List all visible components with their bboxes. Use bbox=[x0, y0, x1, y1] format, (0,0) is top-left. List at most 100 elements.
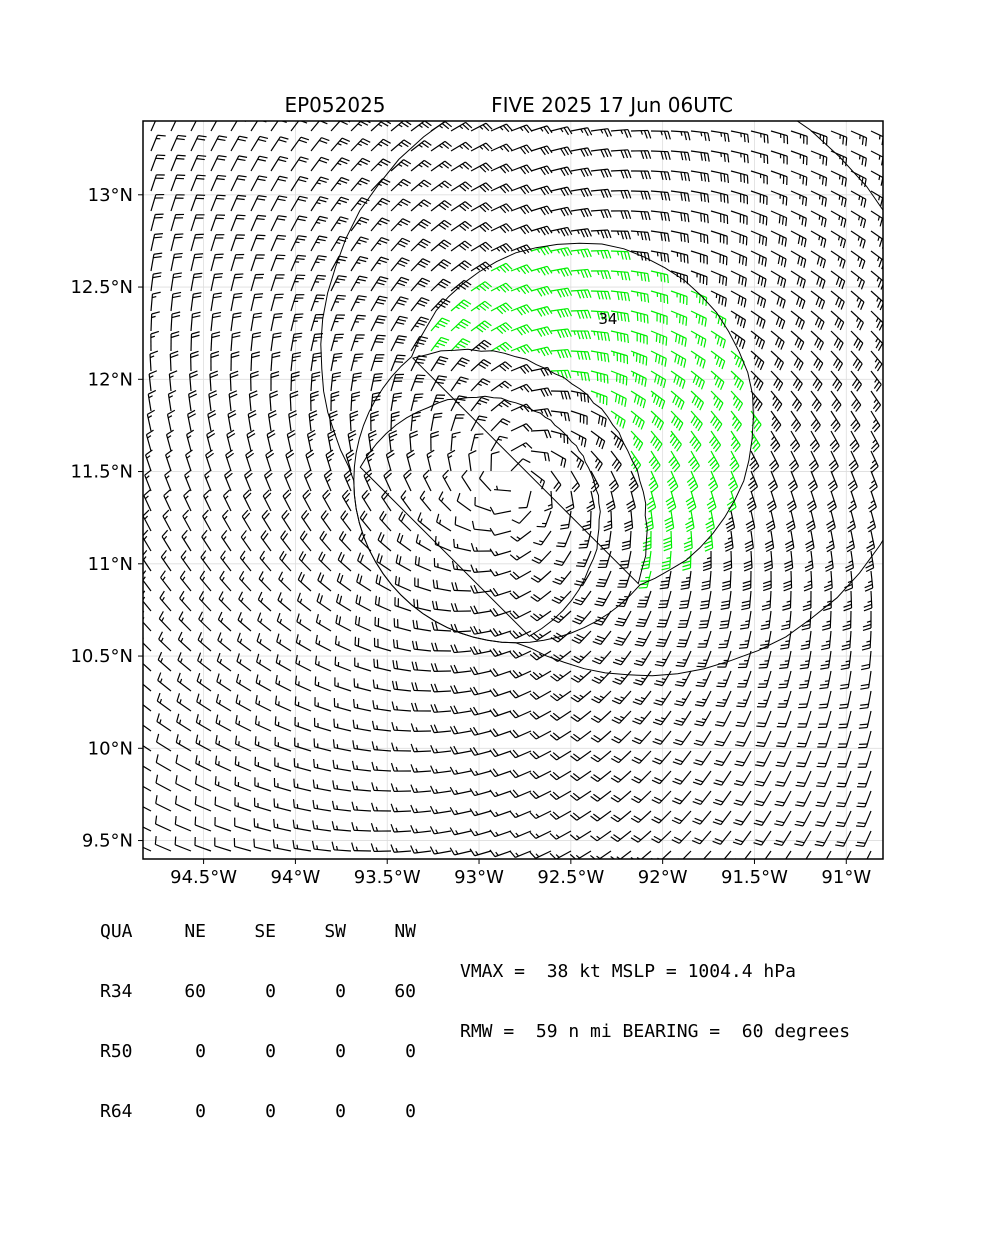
wind-barb bbox=[313, 800, 331, 811]
wind-barb bbox=[211, 156, 227, 171]
wind-barb bbox=[431, 220, 451, 231]
wind-barb bbox=[571, 168, 592, 177]
wind-barb bbox=[551, 248, 572, 257]
wind-barb bbox=[611, 431, 624, 450]
wind-barb bbox=[611, 771, 631, 782]
wind-barb bbox=[235, 797, 251, 811]
wind-barb bbox=[631, 231, 650, 241]
wind-barb bbox=[811, 271, 825, 289]
wind-barb bbox=[351, 139, 370, 151]
wind-barb bbox=[271, 372, 279, 391]
wind-barb bbox=[202, 530, 211, 551]
wind-barb bbox=[631, 130, 651, 138]
wind-barb bbox=[691, 191, 709, 203]
wind-barb bbox=[695, 691, 711, 706]
wind-barb bbox=[511, 364, 532, 373]
wind-barb bbox=[570, 771, 591, 781]
wind-barb bbox=[391, 374, 404, 391]
wind-barb bbox=[579, 531, 591, 548]
wind-barb bbox=[210, 371, 218, 391]
wind-barb bbox=[794, 831, 811, 846]
wind-barb bbox=[701, 571, 711, 590]
wind-barb bbox=[391, 199, 410, 211]
wind-barb bbox=[771, 331, 784, 350]
wind-barb bbox=[271, 313, 283, 331]
wind-barb bbox=[651, 251, 669, 262]
wind-barb bbox=[711, 331, 725, 348]
chart-title-storm-time: FIVE 2025 17 Jun 06UTC bbox=[491, 93, 733, 117]
wind-barb bbox=[510, 591, 531, 599]
wind-barb bbox=[600, 531, 611, 549]
wind-radii-header: QUA NE SE SW NW bbox=[100, 922, 143, 942]
wind-barb bbox=[490, 648, 511, 656]
wind-barb bbox=[672, 851, 691, 863]
wind-barb bbox=[411, 764, 431, 772]
value-ne: 0 bbox=[160, 1102, 206, 1122]
wind-barb bbox=[431, 260, 451, 271]
wind-barb bbox=[797, 711, 811, 727]
wind-barb bbox=[413, 620, 431, 631]
wind-barb bbox=[735, 731, 751, 746]
wind-barb bbox=[791, 211, 806, 227]
wind-barb bbox=[151, 175, 165, 191]
wind-barb bbox=[811, 411, 820, 432]
wind-barb bbox=[231, 176, 247, 191]
wind-barb bbox=[275, 737, 291, 751]
wind-barb bbox=[797, 731, 811, 747]
wind-barb bbox=[248, 410, 256, 431]
wind-barb bbox=[611, 291, 629, 301]
wind-barb bbox=[791, 231, 806, 247]
wind-barb bbox=[391, 336, 407, 351]
wind-barb bbox=[611, 211, 631, 219]
wind-barb bbox=[791, 171, 807, 186]
wind-barb bbox=[531, 388, 552, 397]
wind-barb bbox=[211, 116, 227, 131]
wind-barb bbox=[804, 571, 812, 591]
wind-barb bbox=[236, 695, 251, 711]
wind-barb bbox=[531, 591, 551, 601]
wind-barb bbox=[871, 371, 881, 391]
wind-barb bbox=[757, 691, 771, 707]
wind-barb bbox=[431, 279, 451, 291]
wind-barb bbox=[291, 177, 308, 191]
wind-barb bbox=[451, 142, 472, 151]
wind-barb bbox=[731, 291, 746, 307]
wind-barb bbox=[651, 351, 666, 367]
wind-barb bbox=[290, 391, 298, 411]
wind-barb bbox=[371, 139, 391, 151]
wind-barb bbox=[491, 124, 512, 132]
wind-barb bbox=[553, 571, 571, 584]
wind-barb bbox=[161, 550, 171, 571]
wind-barb bbox=[391, 804, 411, 812]
wind-barb bbox=[270, 391, 278, 411]
wind-barb bbox=[791, 271, 805, 288]
wind-barb bbox=[691, 331, 706, 348]
wind-barb bbox=[858, 751, 871, 767]
wind-barb bbox=[751, 311, 765, 329]
wind-barb bbox=[451, 300, 471, 311]
wind-barb bbox=[471, 143, 492, 151]
wind-barb bbox=[530, 651, 551, 660]
header-sw: SW bbox=[300, 922, 346, 942]
wind-barb bbox=[354, 699, 371, 711]
wind-barb bbox=[784, 551, 792, 571]
wind-barb bbox=[271, 235, 286, 251]
wind-barb bbox=[658, 591, 671, 608]
wind-barb bbox=[490, 588, 511, 596]
wind-barb bbox=[762, 591, 771, 610]
wind-barb bbox=[510, 790, 531, 798]
wind-barb bbox=[711, 131, 729, 142]
wind-barb bbox=[470, 849, 491, 856]
value-nw: 0 bbox=[370, 1042, 416, 1062]
wind-barb bbox=[175, 836, 191, 851]
wind-barb bbox=[236, 715, 251, 731]
wind-barb bbox=[251, 294, 263, 311]
wind-barb bbox=[693, 751, 711, 765]
wind-barb bbox=[632, 731, 651, 744]
wind-barb bbox=[733, 811, 751, 825]
contour-label: 34 bbox=[598, 310, 617, 328]
wind-barb bbox=[651, 831, 671, 843]
wind-barb bbox=[731, 391, 743, 411]
wind-barb bbox=[511, 424, 532, 432]
iso-contour-inner bbox=[413, 349, 647, 583]
